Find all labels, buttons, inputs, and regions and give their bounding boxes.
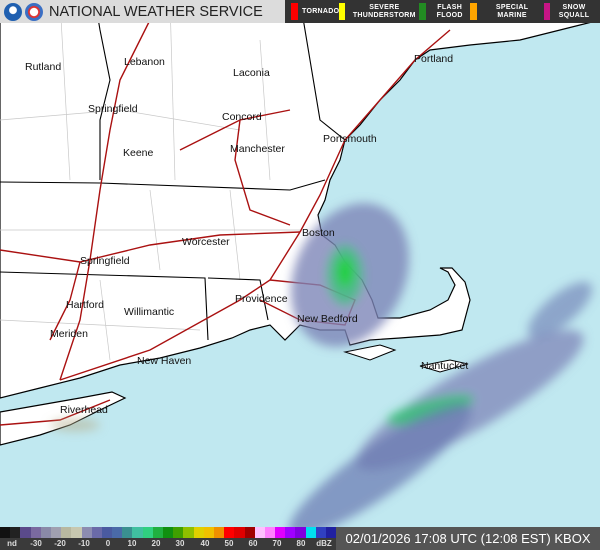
colorbar-tick: -30 (30, 539, 42, 548)
colorbar-cell (0, 527, 11, 538)
land-mainland (0, 0, 600, 399)
legend-item: FLASH FLOOD (419, 3, 469, 20)
city-label: Rutland (25, 61, 61, 73)
city-label: Portsmouth (323, 133, 377, 145)
city-label: Keene (123, 147, 154, 159)
legend-swatch (291, 3, 298, 20)
city-label: Worcester (182, 236, 230, 248)
legend-swatch (339, 3, 346, 20)
colorbar-cell (326, 527, 337, 538)
legend-swatch (543, 3, 551, 20)
header-bar: NATIONAL WEATHER SERVICE TORNADO SEVERE T… (0, 0, 600, 23)
city-label: Riverhead (60, 404, 108, 416)
legend-item: SNOW SQUALL (543, 3, 594, 20)
colorbar-cell (285, 527, 296, 538)
colorbar-tick: 10 (127, 539, 137, 548)
colorbar-cell (122, 527, 133, 538)
city-label: Lebanon (124, 56, 165, 68)
colorbar-tick: dBZ (316, 539, 332, 548)
city-label: Providence (235, 293, 288, 305)
colorbar-tick: -20 (54, 539, 66, 548)
colorbar-cell (224, 527, 235, 538)
city-label: Hartford (66, 299, 104, 311)
colorbar-cell (315, 527, 326, 538)
colorbar-cell (152, 527, 163, 538)
colorbar-cell (30, 527, 41, 538)
noaa-logo-icon (4, 2, 22, 21)
legend-item: TORNADO (291, 3, 339, 20)
colorbar-cell (275, 527, 286, 538)
colorbar-cell (20, 527, 31, 538)
colorbar-cell (234, 527, 245, 538)
radar-echoes (50, 203, 593, 537)
colorbar-cell (101, 527, 113, 538)
colorbar-cell (295, 527, 306, 538)
colorbar-tick: 60 (248, 539, 258, 548)
legend-label: SEVERE THUNDERSTORM (352, 3, 416, 19)
city-label: Meriden (50, 328, 88, 340)
colorbar-cell (305, 527, 316, 538)
city-label: Manchester (230, 143, 285, 155)
city-labels: Rutland Lebanon Laconia Springfield Concord K… (25, 53, 468, 416)
city-label: Springfield (80, 255, 130, 267)
colorbar-cell (244, 527, 255, 538)
colorbar-tick: 30 (175, 539, 185, 548)
colorbar-tick: 20 (151, 539, 161, 548)
land-nantucket (419, 359, 469, 373)
city-label: Portland (414, 53, 453, 65)
colorbar-cell (71, 527, 82, 538)
colorbar-cell (142, 527, 153, 538)
colorbar-cell (254, 527, 265, 538)
colorbar-cell (91, 527, 102, 538)
colorbar-cell (203, 527, 214, 538)
colorbar-tick: 80 (296, 539, 306, 548)
colorbar-tick: nd (7, 539, 17, 548)
legend-label: FLASH FLOOD (436, 3, 463, 19)
colorbar-cell (112, 527, 123, 538)
colorbar-cell (173, 527, 184, 538)
city-label: Laconia (233, 67, 270, 79)
city-label: Nantucket (421, 360, 468, 372)
city-label: Springfield (88, 103, 138, 115)
colorbar-cell (193, 527, 204, 538)
legend-label: SNOW SQUALL (558, 3, 590, 19)
colorbar-cell (213, 527, 225, 538)
colorbar-tick: 40 (200, 539, 210, 548)
legend-swatch (419, 3, 426, 20)
colorbar-cell (61, 527, 72, 538)
legend-swatch (469, 3, 477, 20)
legend-item: SEVERE THUNDERSTORM (339, 3, 419, 20)
warning-legend: TORNADO SEVERE THUNDERSTORM FLASH FLOOD SPE… (285, 0, 600, 23)
colorbar-cell (81, 527, 92, 538)
colorbar-tick: 70 (272, 539, 282, 548)
city-label: Willimantic (124, 306, 174, 318)
land-marthas-vineyard (343, 344, 397, 361)
colorbar-cell (40, 527, 51, 538)
colorbar-cell (163, 527, 174, 538)
colorbar-cell (50, 527, 62, 538)
timestamp: 02/01/2026 17:08 UTC (12:08 EST) KBOX (336, 527, 600, 550)
colorbar-tick: -10 (78, 539, 90, 548)
colorbar-cell (10, 527, 21, 538)
footer-bar: nd -30 -20 -10 0 10 20 30 40 50 60 70 80 dBZ 02/01/20… (0, 527, 600, 550)
colorbar-cell (183, 527, 194, 538)
legend-label: SPECIAL MARINE (495, 3, 529, 19)
legend-label: TORNADO (302, 7, 340, 15)
city-label: Concord (222, 111, 262, 123)
state-borders (0, 0, 346, 341)
colorbar-cell (264, 527, 276, 538)
colorbar-tick: 50 (224, 539, 234, 548)
site-title: NATIONAL WEATHER SERVICE (49, 3, 263, 20)
city-label: New Haven (137, 355, 191, 367)
city-label: Boston (302, 227, 335, 239)
nws-logo-icon (25, 2, 43, 21)
city-label: New Bedford (297, 313, 358, 325)
colorbar-cell (132, 527, 143, 538)
dbz-colorbar (0, 527, 337, 538)
dbz-tick-labels: nd -30 -20 -10 0 10 20 30 40 50 60 70 80 dBZ (0, 538, 336, 550)
legend-item: SPECIAL MARINE (469, 3, 544, 20)
colorbar-tick: 0 (105, 539, 111, 548)
